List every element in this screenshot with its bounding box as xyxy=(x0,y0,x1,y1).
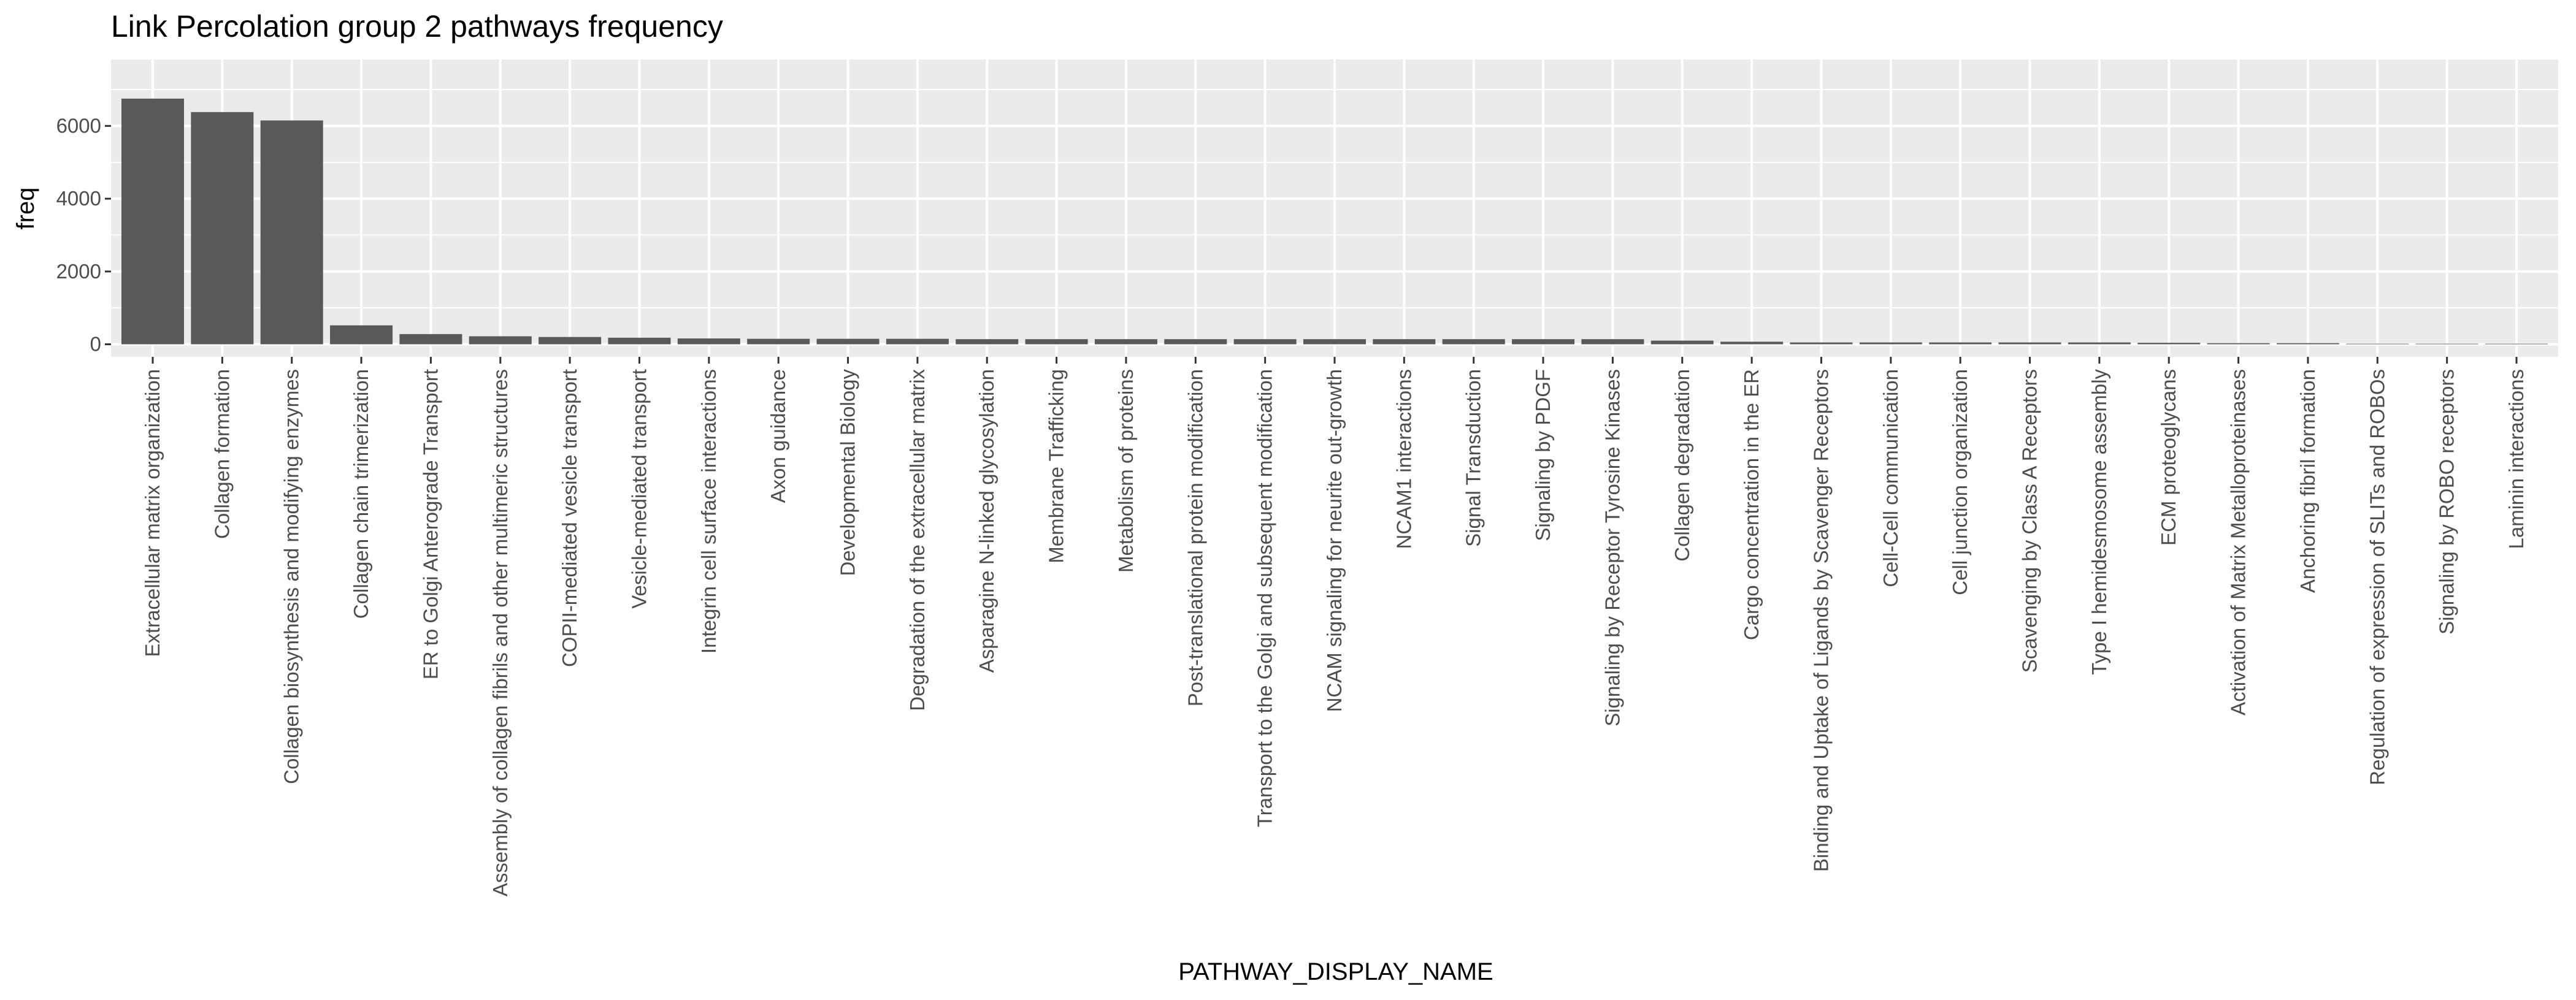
bar xyxy=(2346,343,2409,345)
bar xyxy=(1720,342,1784,345)
bar xyxy=(816,338,880,345)
x-tick-label: Collagen chain trimerization xyxy=(350,369,372,619)
x-tick-label: Vesicle-mediated transport xyxy=(627,369,650,609)
x-tick-label: Type I hemidesmosome assembly xyxy=(2088,369,2110,675)
x-axis-title: PATHWAY_DISPLAY_NAME xyxy=(1178,958,1493,985)
x-tick-label: Assembly of collagen fibrils and other m… xyxy=(489,369,512,896)
bar xyxy=(1859,342,1922,345)
bar xyxy=(1512,339,1575,345)
bar xyxy=(330,325,393,345)
bar xyxy=(539,337,602,345)
x-tick-label: Metabolism of proteins xyxy=(1114,369,1137,573)
x-tick-label: ER to Golgi Anterograde Transport xyxy=(419,369,442,679)
x-tick-label: Collagen biosynthesis and modifying enzy… xyxy=(280,369,303,784)
bar xyxy=(1998,342,2061,345)
x-tick-label: Axon guidance xyxy=(767,369,789,503)
y-tick-label: 0 xyxy=(90,333,101,356)
bar xyxy=(1442,339,1505,345)
x-tick-label: Cell-Cell communication xyxy=(1879,369,1902,587)
x-tick-label: Collagen degradation xyxy=(1671,369,1693,562)
bar xyxy=(469,336,532,345)
bar xyxy=(260,120,323,345)
x-tick-label: Developmental Biology xyxy=(837,369,859,576)
bar xyxy=(747,338,810,345)
x-tick-label: NCAM1 interactions xyxy=(1392,369,1415,549)
x-tick-label: ECM proteoglycans xyxy=(2157,369,2180,546)
x-tick-label: Cell junction organization xyxy=(1949,369,1971,595)
y-tick-label: 2000 xyxy=(56,260,101,283)
x-tick-label: Signaling by Receptor Tyrosine Kinases xyxy=(1601,369,1623,727)
x-tick-label: NCAM signaling for neurite out-growth xyxy=(1323,369,1346,712)
x-tick-label: Transport to the Golgi and subsequent mo… xyxy=(1254,369,1276,827)
bar xyxy=(677,338,740,345)
bar xyxy=(1929,342,1992,345)
y-tick-label: 4000 xyxy=(56,187,101,210)
bar xyxy=(1650,340,1714,345)
bars xyxy=(121,98,2548,345)
bar xyxy=(2415,343,2478,345)
x-tick-label: COPII-mediated vesicle transport xyxy=(558,369,581,667)
x-tick-label: Activation of Matrix Metalloproteinases xyxy=(2227,369,2250,716)
bar xyxy=(1094,339,1157,345)
y-axis-title: freq xyxy=(12,188,39,230)
x-tick-label: Signal Transduction xyxy=(1462,369,1485,547)
x-tick-label: Asparagine N-linked glycosylation xyxy=(975,369,998,673)
x-tick-label: Collagen formation xyxy=(210,369,233,539)
bar xyxy=(1581,339,1644,345)
x-tick-label: Cargo concentration in the ER xyxy=(1740,369,1763,640)
bar xyxy=(2068,342,2131,345)
bar xyxy=(1164,339,1227,345)
bar xyxy=(956,339,1019,345)
bar xyxy=(886,338,949,345)
bar xyxy=(2137,343,2201,345)
bar xyxy=(1790,342,1853,345)
x-tick-label: Degradation of the extracellular matrix xyxy=(906,369,929,711)
bar xyxy=(1303,339,1367,345)
bar xyxy=(2207,343,2270,345)
x-tick-label: Integrin cell surface interactions xyxy=(697,369,720,654)
y-tick-label: 6000 xyxy=(56,114,101,137)
bar xyxy=(1025,339,1088,345)
x-tick-label: Signaling by ROBO receptors xyxy=(2436,369,2458,635)
bar xyxy=(1373,339,1436,345)
y-axis: 0 2000 4000 6000 xyxy=(56,114,111,356)
x-tick-label: Extracellular matrix organization xyxy=(141,369,164,657)
x-axis: Extracellular matrix organization Collage… xyxy=(141,357,2528,896)
bar xyxy=(608,337,671,345)
x-tick-label: Regulation of expression of SLITs and RO… xyxy=(2366,369,2388,785)
x-tick-label: Binding and Uptake of Ligands by Scaveng… xyxy=(1809,369,1832,872)
x-tick-label: Anchoring fibril formation xyxy=(2296,369,2319,593)
bar xyxy=(1233,339,1297,345)
x-tick-label: Scavenging by Class A Receptors xyxy=(2018,369,2041,673)
chart-title: Link Percolation group 2 pathways freque… xyxy=(111,9,723,44)
x-tick-label: Laminin interactions xyxy=(2505,369,2528,549)
bar xyxy=(2485,343,2548,345)
bar xyxy=(191,112,254,345)
x-tick-label: Membrane Trafficking xyxy=(1045,369,1068,563)
x-tick-label: Post-translational protein modification xyxy=(1184,369,1206,706)
x-tick-label: Signaling by PDGF xyxy=(1531,369,1554,541)
bar xyxy=(2276,343,2339,345)
bar xyxy=(399,334,462,345)
bar xyxy=(121,98,185,345)
